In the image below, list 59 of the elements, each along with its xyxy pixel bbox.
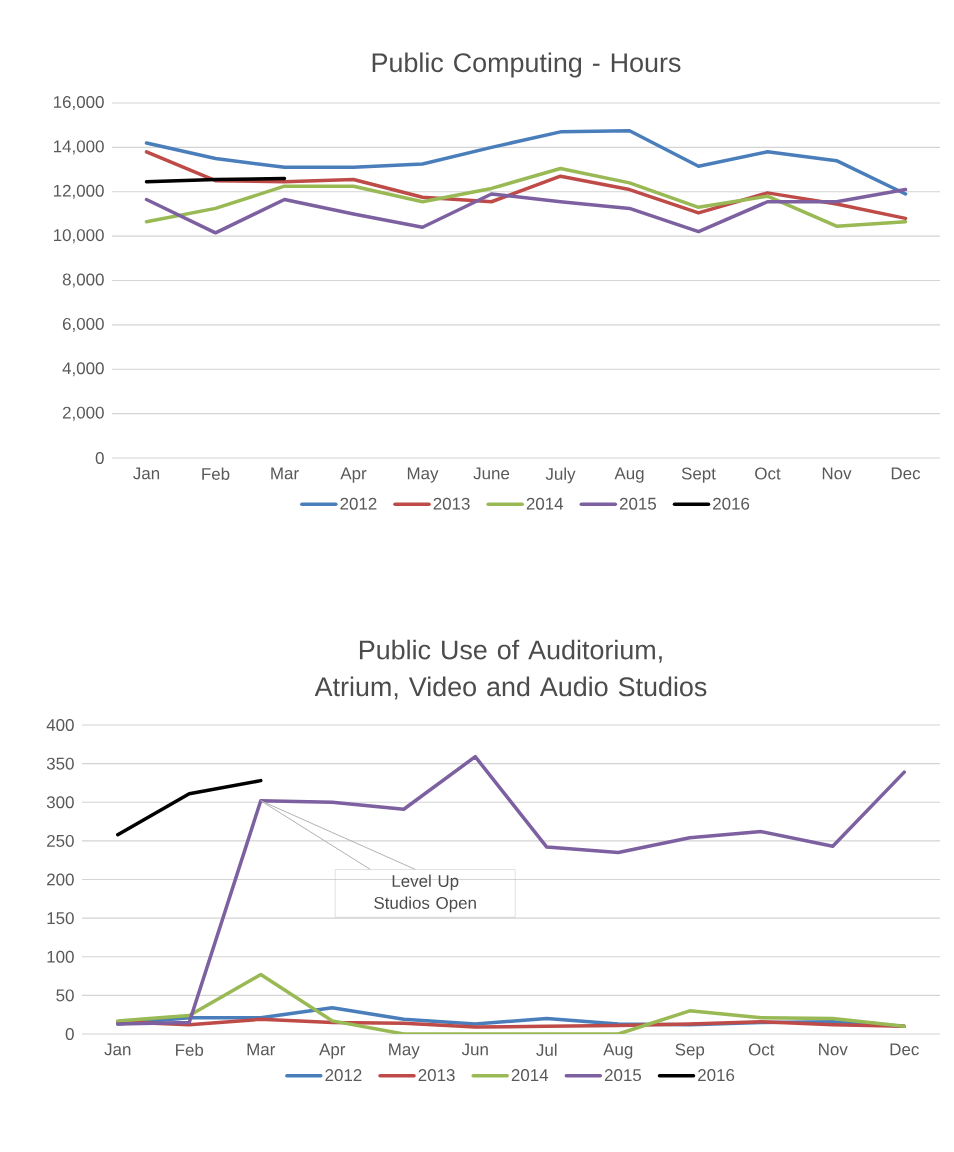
y-tick-label: 4,000 <box>62 362 104 377</box>
legend-label: 2015 <box>619 497 657 510</box>
y-tick-label: 10,000 <box>53 229 104 244</box>
x-tick-label: Jan <box>133 467 160 480</box>
x-tick-label: Sept <box>681 467 716 483</box>
y-tick-label: 50 <box>56 989 74 1002</box>
legend-label: 2016 <box>713 497 750 510</box>
x-tick-label: Feb <box>176 1043 204 1056</box>
x-tick-label: June <box>473 467 510 480</box>
x-tick-label: Feb <box>202 467 230 480</box>
x-tick-label: Jan <box>104 1043 131 1056</box>
y-tick-label: 250 <box>47 834 74 847</box>
y-tick-label: 400 <box>46 719 74 732</box>
x-tick-label: Mar <box>247 1043 276 1056</box>
y-tick-label: 0 <box>65 1028 74 1041</box>
legend-label: 2012 <box>340 497 377 510</box>
line-series <box>144 166 908 228</box>
x-tick-label: Oct <box>755 467 781 480</box>
x-tick-label: Apr <box>340 467 367 483</box>
y-tick-label: 6,000 <box>62 317 104 332</box>
line-series <box>144 128 908 196</box>
x-tick-label: Mar <box>271 467 299 480</box>
y-tick-label: 300 <box>46 796 74 809</box>
x-tick-label: Jun <box>461 1043 488 1056</box>
y-tick-label: 14,000 <box>53 140 104 155</box>
x-tick-label: Aug <box>603 1043 633 1059</box>
x-tick-label: Dec <box>891 467 921 480</box>
legend-label: 2014 <box>511 1069 549 1082</box>
legend-label: 2016 <box>698 1069 735 1082</box>
y-tick-label: 12,000 <box>53 184 104 199</box>
y-tick-label: 16,000 <box>53 96 104 110</box>
legend-label: 2013 <box>418 1069 455 1082</box>
chart-title: Public Computing - Hours <box>372 52 681 78</box>
line-series <box>116 754 907 1026</box>
legend-label: 2014 <box>526 497 564 510</box>
x-tick-label: Nov <box>822 467 852 480</box>
y-tick-label: 0 <box>95 452 104 465</box>
legend-label: 2013 <box>433 497 470 510</box>
x-tick-label: July <box>545 467 576 484</box>
x-tick-label: Oct <box>748 1043 775 1056</box>
legend-label: 2012 <box>325 1069 362 1082</box>
legend-label: 2015 <box>604 1069 642 1082</box>
line-series <box>144 187 908 235</box>
y-tick-label: 100 <box>47 950 74 963</box>
x-tick-label: Nov <box>819 1043 848 1056</box>
y-tick-label: 200 <box>47 873 74 886</box>
x-tick-label: May <box>407 467 439 483</box>
y-tick-label: 150 <box>47 912 74 925</box>
chart-title: Public Use of Auditorium, Atrium, Video and Audio Studios <box>314 639 707 700</box>
x-tick-label: Jul <box>536 1043 557 1056</box>
y-tick-label: 8,000 <box>62 273 104 288</box>
x-tick-label: Sep <box>675 1043 705 1059</box>
y-tick-label: 350 <box>46 757 74 770</box>
x-tick-label: Dec <box>890 1043 919 1056</box>
x-tick-label: Aug <box>614 467 644 483</box>
x-tick-label: Apr <box>319 1043 346 1059</box>
y-tick-label: 2,000 <box>62 406 104 421</box>
x-tick-label: May <box>389 1043 420 1059</box>
annotation: Level Up Studios Open <box>374 874 476 913</box>
